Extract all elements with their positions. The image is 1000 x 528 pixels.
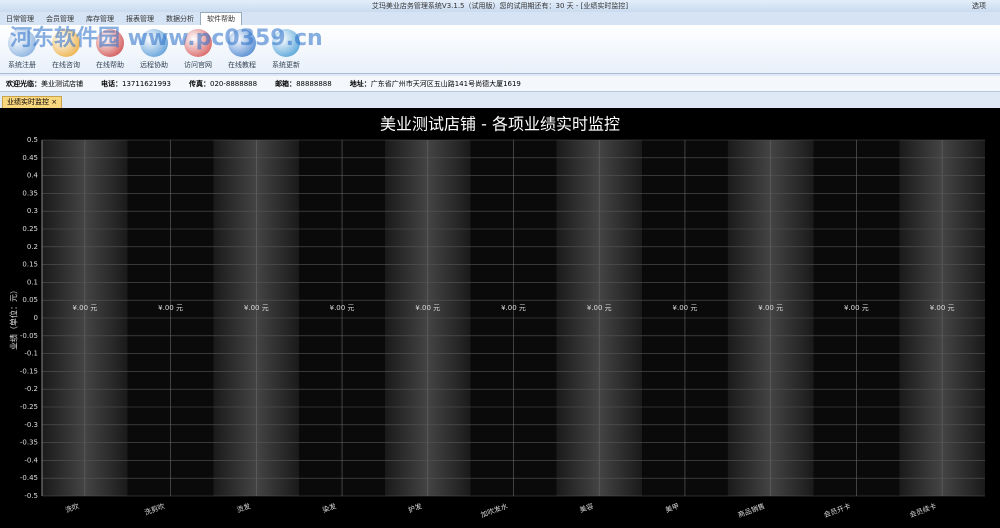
y-tick-label: 0.25 bbox=[22, 225, 38, 233]
doc-tab-label: 业绩实时监控 bbox=[7, 98, 49, 106]
icon bbox=[228, 29, 256, 57]
info-label: 电话： bbox=[101, 80, 122, 88]
menu-tab[interactable]: 软件帮助 bbox=[200, 12, 242, 26]
y-tick-label: 0.45 bbox=[22, 154, 38, 162]
info-item: 地址：广东省广州市天河区五山路141号尚德大厦1619 bbox=[350, 80, 521, 88]
menu-tab[interactable]: 库存管理 bbox=[86, 15, 114, 23]
icon bbox=[96, 29, 124, 57]
value-label: ¥.00 元 bbox=[587, 304, 612, 312]
options[interactable]: 选项 bbox=[972, 2, 986, 10]
y-tick-label: 0.4 bbox=[27, 172, 39, 180]
y-tick-label: -0.45 bbox=[20, 474, 38, 482]
ribbon-button[interactable]: 在线咨询 bbox=[44, 29, 88, 70]
y-tick-label: 0.05 bbox=[22, 296, 38, 304]
value-label: ¥.00 元 bbox=[673, 304, 698, 312]
y-tick-label: -0.5 bbox=[24, 492, 38, 500]
ribbon-button[interactable]: 系统注册 bbox=[0, 29, 44, 70]
button-label: 在线教程 bbox=[228, 61, 256, 69]
y-tick-label: 0 bbox=[34, 314, 38, 322]
y-tick-label: -0.4 bbox=[24, 456, 38, 464]
value-label: ¥.00 元 bbox=[415, 304, 440, 312]
info-value: 美业测试店铺 bbox=[41, 80, 83, 88]
ribbon-button[interactable]: 远程协助 bbox=[132, 29, 176, 70]
icon bbox=[140, 29, 168, 57]
value-label: ¥.00 元 bbox=[72, 304, 97, 312]
ribbon-button[interactable]: 在线教程 bbox=[220, 29, 264, 70]
y-tick-label: -0.2 bbox=[24, 385, 38, 393]
button-label: 访问官网 bbox=[184, 61, 212, 69]
menu-tabs: 日常管理 会员管理 库存管理 报表管理 数据分析 软件帮助 bbox=[0, 12, 1000, 26]
y-tick-label: 0.3 bbox=[27, 207, 38, 215]
y-tick-label: -0.25 bbox=[20, 403, 38, 411]
chart: 美业测试店铺 - 各项业绩实时监控 业绩（单位：元） 0.5 0.45 0.4 0.3… bbox=[0, 108, 1000, 528]
y-tick-label: -0.15 bbox=[20, 367, 38, 375]
menu-tab[interactable]: 数据分析 bbox=[166, 15, 194, 23]
y-tick-label: -0.3 bbox=[24, 421, 38, 429]
ribbon-button[interactable]: 访问官网 bbox=[176, 29, 220, 70]
y-tick-label: 0.5 bbox=[27, 136, 38, 144]
y-tick-label: -0.05 bbox=[20, 332, 38, 340]
info-label: 欢迎光临： bbox=[6, 80, 41, 88]
watermark: 河东软件园 www.pc0359.cn bbox=[10, 26, 323, 51]
window-title: 艾玛美业店务管理系统V3.1.5（试用版）您的试用期还有：30 天 - [业绩实… bbox=[371, 2, 629, 10]
icon bbox=[184, 29, 212, 57]
menu-tab[interactable]: 报表管理 bbox=[126, 15, 154, 23]
value-label: ¥.00 元 bbox=[501, 304, 526, 312]
ribbon-button[interactable]: 系统更新 bbox=[264, 29, 308, 70]
y-tick-label: 0.35 bbox=[22, 189, 38, 197]
icon bbox=[272, 29, 300, 57]
y-tick-label: -0.35 bbox=[20, 439, 38, 447]
icon bbox=[8, 29, 36, 57]
value-label: ¥.00 元 bbox=[158, 304, 183, 312]
info-label: 邮箱： bbox=[275, 80, 297, 88]
info-value: 13711621993 bbox=[122, 80, 171, 88]
info-label: 传真： bbox=[189, 80, 210, 88]
value-label: ¥.00 元 bbox=[844, 304, 869, 312]
info-item: 传真：020-8888888 bbox=[189, 80, 257, 88]
value-label: ¥.00 元 bbox=[330, 304, 355, 312]
button-label: 在线咨询 bbox=[52, 61, 80, 69]
menu-tab[interactable]: 会员管理 bbox=[46, 15, 74, 23]
close[interactable]: × bbox=[51, 98, 58, 106]
chart-title: 美业测试店铺 - 各项业绩实时监控 bbox=[380, 115, 620, 134]
y-tick-label: 0.15 bbox=[22, 261, 38, 269]
button-label: 远程协助 bbox=[140, 61, 168, 69]
title-bar: 艾玛美业店务管理系统V3.1.5（试用版）您的试用期还有：30 天 - [业绩实… bbox=[0, 0, 1000, 12]
button-label: 在线帮助 bbox=[96, 61, 124, 69]
ribbon: 系统注册 在线咨询 在线帮助 远程协助 访问官网 在线教程 系统更新 bbox=[0, 25, 1000, 74]
info-item: 邮箱：88888888 bbox=[275, 80, 332, 88]
ribbon-button[interactable]: 在线帮助 bbox=[88, 29, 132, 70]
y-tick-label: 0.1 bbox=[27, 278, 38, 286]
info-bar: 欢迎光临：美业测试店铺 电话：13711621993 传真：020-8888888 邮… bbox=[0, 76, 1000, 92]
value-label: ¥.00 元 bbox=[244, 304, 269, 312]
menu-tab[interactable]: 日常管理 bbox=[6, 15, 34, 23]
button-label: 系统注册 bbox=[8, 61, 36, 69]
y-tick-label: -0.1 bbox=[24, 350, 38, 358]
y-axis-label: 业绩（单位：元） bbox=[9, 286, 19, 350]
value-label: ¥.00 元 bbox=[758, 304, 783, 312]
value-label: ¥.00 元 bbox=[930, 304, 955, 312]
icon bbox=[52, 29, 80, 57]
info-value: 020-8888888 bbox=[210, 80, 258, 88]
info-value: 广东省广州市天河区五山路141号尚德大厦1619 bbox=[370, 80, 521, 88]
info-label: 地址： bbox=[349, 80, 371, 88]
y-tick-label: 0.2 bbox=[27, 243, 38, 251]
info-item: 欢迎光临：美业测试店铺 bbox=[6, 80, 83, 88]
button-label: 系统更新 bbox=[272, 61, 300, 69]
info-value: 88888888 bbox=[296, 80, 332, 88]
info-item: 电话：13711621993 bbox=[101, 80, 171, 88]
